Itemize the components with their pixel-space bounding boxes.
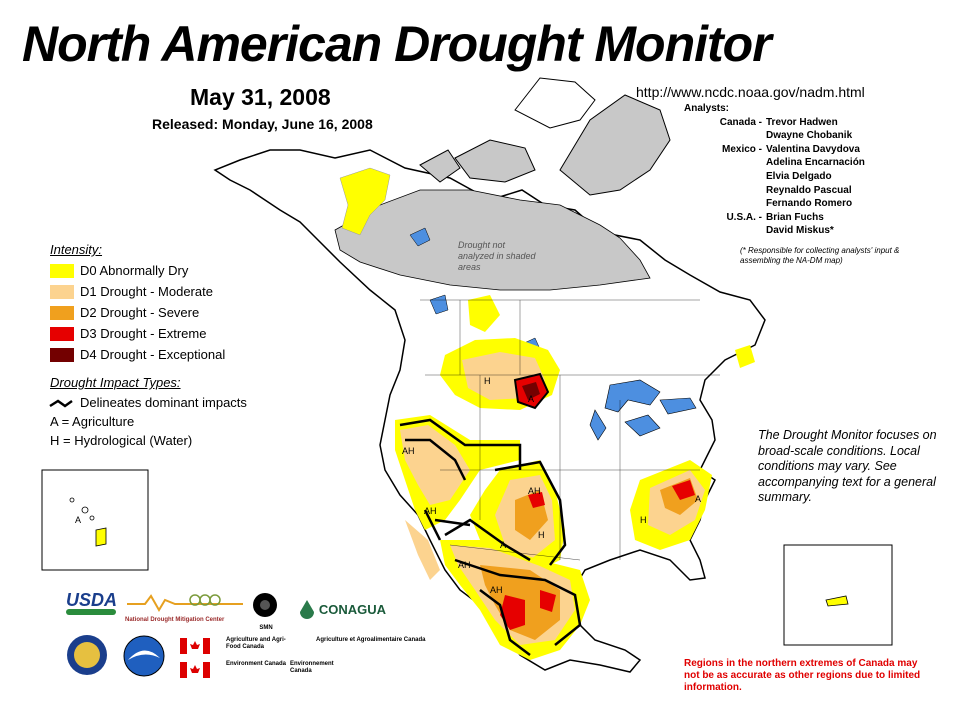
west-us-d1 <box>400 425 470 505</box>
impact-legend: Drought Impact Types: Delineates dominan… <box>50 375 247 450</box>
analyst-row: David Miskus* <box>766 225 834 237</box>
regions-accuracy-note: Regions in the northern extremes of Cana… <box>684 658 921 693</box>
analyst-row: Mexico - Valentina Davydova <box>721 143 860 155</box>
legend-heading: Intensity: <box>50 242 103 257</box>
arctic-island-baffin <box>559 94 671 196</box>
aafc-french: Agriculture et Agroalimentaire Canada <box>316 637 426 643</box>
doc-seal-logo <box>66 634 108 676</box>
legend-swatch <box>50 263 74 278</box>
map-label-a-prairie: A <box>528 394 535 404</box>
canada-flags <box>180 636 210 684</box>
impact-line-sample <box>49 399 73 408</box>
source-url[interactable]: http://www.ncdc.noaa.gov/nadm.html <box>636 84 865 100</box>
map-label-a-texas: A <box>500 540 507 550</box>
impact-delineates: Delineates dominant impacts <box>80 395 247 410</box>
mexico-d3-b <box>540 590 556 612</box>
page-title: North American Drought Monitor <box>22 16 772 72</box>
prairie-drought-d4 <box>522 382 540 400</box>
map-label-ah-baja: AH <box>458 560 471 570</box>
release-date: Released: Monday, June 16, 2008 <box>152 116 373 132</box>
political-borders <box>420 299 720 561</box>
alaska-d0-area <box>339 167 391 236</box>
mexico-d3 <box>500 595 525 630</box>
conagua-drop-icon <box>300 600 314 619</box>
hawaii-inset-frame <box>41 469 149 571</box>
legend-swatch <box>50 284 74 299</box>
legend-item-d3: D3 Drought - Extreme <box>50 323 225 344</box>
map-label-h-prairie: H <box>484 376 491 386</box>
map-date: May 31, 2008 <box>190 84 331 110</box>
map-label-h-texas: H <box>538 530 545 540</box>
legend-item-d2: D2 Drought - Severe <box>50 302 225 323</box>
responsible-note: (* Responsible for collecting analysts' … <box>740 246 900 265</box>
aafc-english: Agriculture and Agri-Food Canada <box>226 637 286 650</box>
noaa-logo <box>122 634 166 678</box>
legend-swatch <box>50 326 74 341</box>
ndmc-logo: National Drought Mitigation Center <box>125 590 245 624</box>
canada-flag-icon <box>180 638 210 678</box>
puerto-rico-inset-frame <box>783 544 893 646</box>
analysts-heading: Analysts: <box>684 103 730 114</box>
analyst-row: Elvia Delgado <box>766 170 832 182</box>
impact-heading: Drought Impact Types: <box>50 375 181 390</box>
puerto-rico-island <box>825 595 849 607</box>
not-analyzed-note: Drought not analyzed in shaded areas <box>458 240 536 272</box>
intensity-legend: Intensity: D0 Abnormally Dry D1 Drought … <box>50 242 225 365</box>
map-label-ah-mexico: AH <box>490 585 503 595</box>
ec-english: Environment Canada <box>226 661 287 667</box>
analyst-row: Adelina Encarnación <box>766 157 865 169</box>
alberta-d0 <box>468 295 500 332</box>
analyst-row: Fernando Romero <box>766 198 853 210</box>
legend-item-d0: D0 Abnormally Dry <box>50 260 225 281</box>
great-lakes-water <box>589 379 697 441</box>
smn-logo: SMN <box>248 590 284 631</box>
ec-french: Environnement Canada <box>290 661 334 674</box>
not-analyzed-shaded-region <box>334 189 651 291</box>
hawaii-islands <box>69 497 107 547</box>
arctic-island-ellesmere <box>514 77 596 129</box>
map-label-ah-southwest: AH <box>424 506 437 516</box>
analyst-row: U.S.A. - Brian Fuchs <box>726 211 824 223</box>
map-label-a-hawaii: A <box>75 515 82 525</box>
arctic-island-small <box>419 149 461 183</box>
doc-seal-icon <box>67 635 107 675</box>
map-label-ah-plains: AH <box>528 486 541 496</box>
map-label-a-southeast: A <box>695 494 702 504</box>
ndmc-wave-icon <box>127 594 243 612</box>
impact-hydrological: H = Hydrological (Water) <box>50 433 193 448</box>
legend-swatch <box>50 305 74 320</box>
southeast-us-d3 <box>672 480 695 500</box>
analyst-row: Dwayne Chobanik <box>766 130 853 142</box>
legend-swatch <box>50 347 74 362</box>
impact-agriculture: A = Agriculture <box>50 414 135 429</box>
smn-globe-icon <box>253 593 277 617</box>
legend-item-d4: D4 Drought - Exceptional <box>50 344 225 365</box>
usda-logo: USDA <box>66 590 117 620</box>
drought-monitor-note: The Drought Monitor focuses on broad-sca… <box>758 428 937 504</box>
map-label-ah-west: AH <box>402 446 415 456</box>
maritimes-d0 <box>735 345 755 368</box>
california-d1 <box>405 520 440 580</box>
arctic-island-victoria <box>454 139 536 183</box>
noaa-bird-icon <box>123 635 165 677</box>
southern-plains-d3 <box>528 492 545 508</box>
map-label-h-southeast: H <box>640 515 647 525</box>
conagua-logo: CONAGUA <box>296 596 386 622</box>
analyst-row: Reynaldo Pascual <box>766 184 852 196</box>
analysts-block: Analysts: Canada - Trevor Hadwen Dwayne C… <box>680 102 865 238</box>
legend-item-d1: D1 Drought - Moderate <box>50 281 225 302</box>
analyst-row: Canada - Trevor Hadwen <box>719 116 838 128</box>
